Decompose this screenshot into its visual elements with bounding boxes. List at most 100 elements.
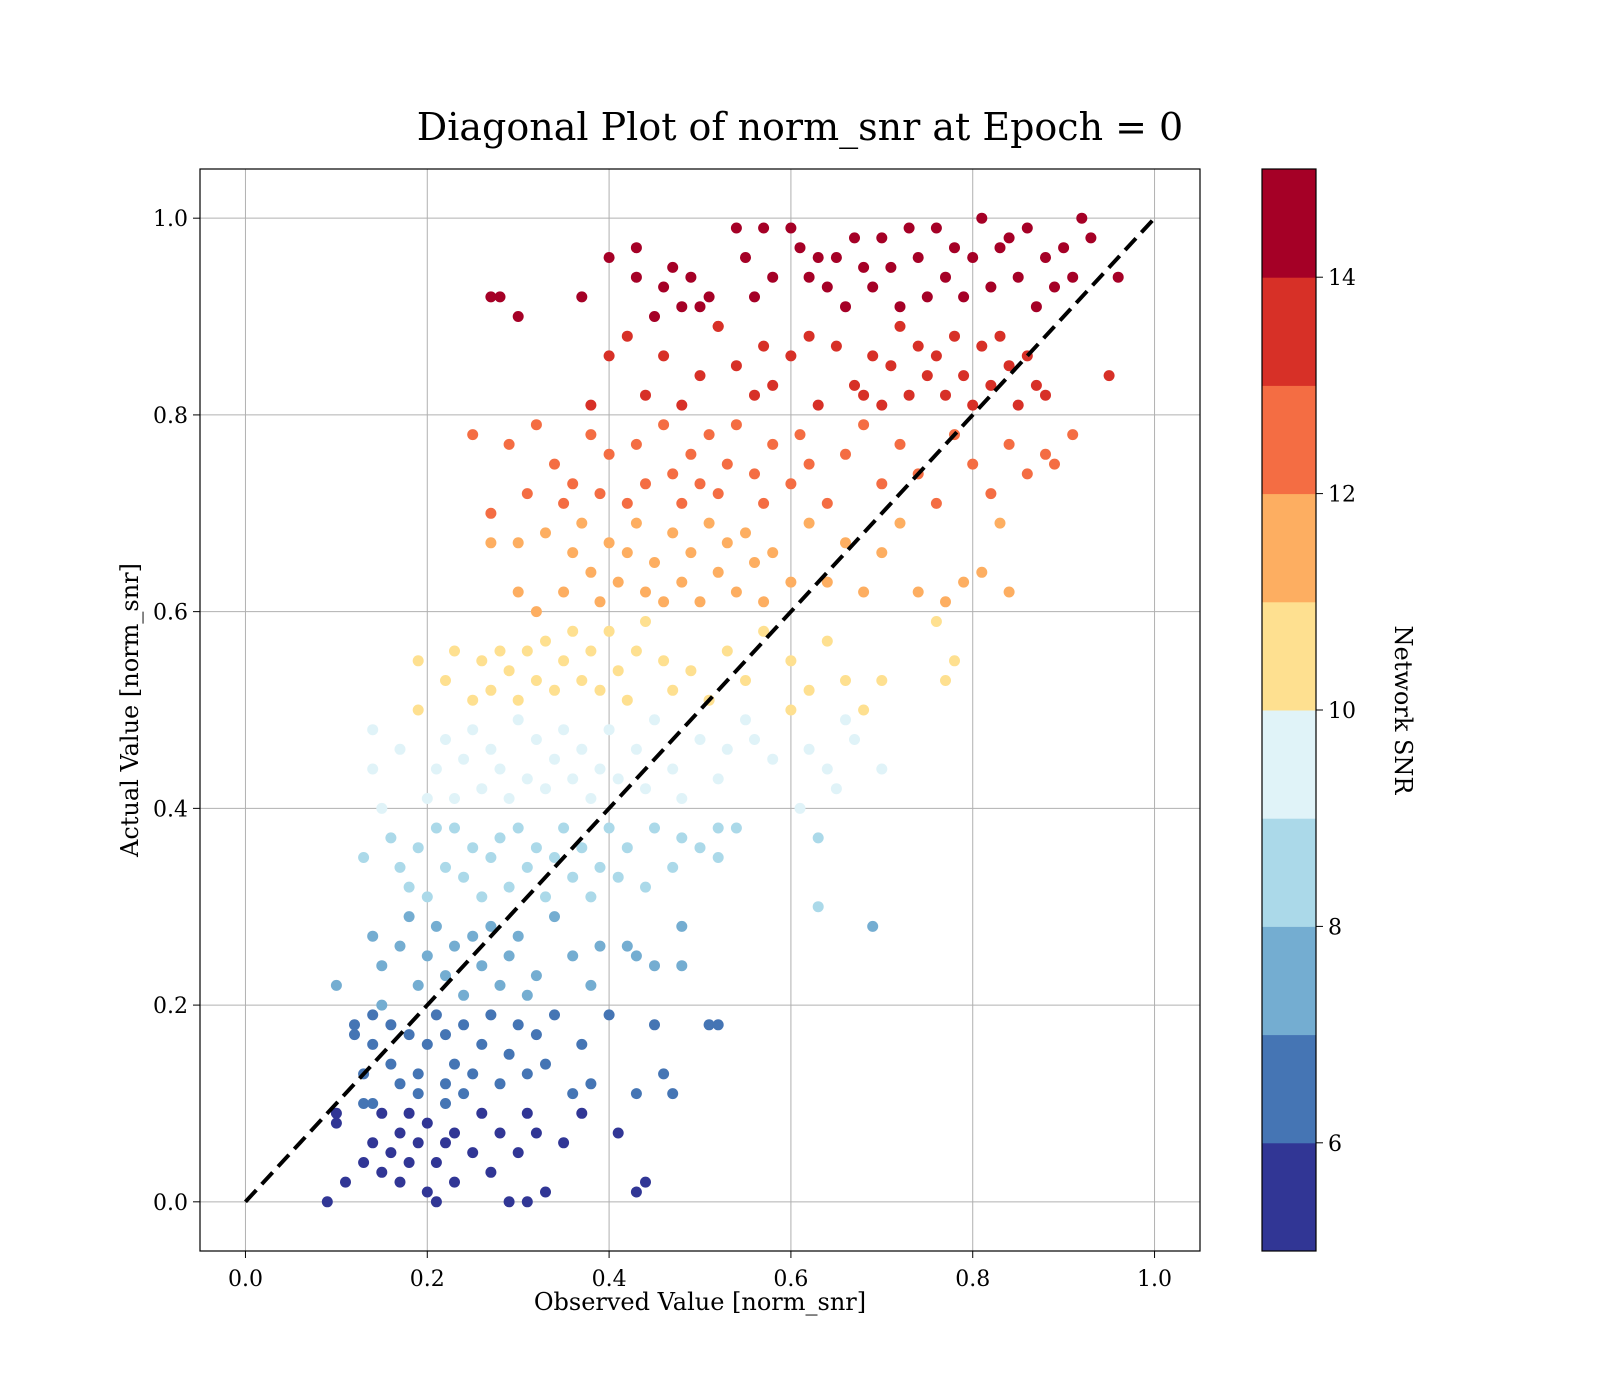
- data-point: [630, 743, 642, 755]
- data-point: [485, 852, 497, 863]
- data-point: [821, 635, 833, 647]
- data-point: [376, 802, 388, 814]
- data-point: [512, 1019, 524, 1031]
- data-point: [621, 842, 633, 854]
- data-point: [867, 350, 879, 362]
- data-point: [603, 724, 615, 736]
- data-point: [1003, 438, 1015, 450]
- data-point: [1067, 429, 1079, 441]
- data-point: [676, 960, 688, 972]
- data-point: [412, 1068, 424, 1080]
- data-point: [512, 586, 524, 598]
- data-point: [649, 960, 660, 972]
- data-point: [549, 852, 560, 863]
- data-point: [721, 743, 733, 755]
- data-point: [330, 1117, 342, 1129]
- data-point: [558, 586, 570, 598]
- data-point: [612, 576, 624, 588]
- y-tick-label: 0.8: [153, 404, 188, 429]
- data-point: [694, 842, 706, 854]
- data-point: [603, 350, 615, 362]
- data-point: [585, 645, 597, 657]
- data-point: [740, 675, 751, 686]
- data-point: [503, 881, 515, 893]
- data-point: [767, 547, 779, 559]
- data-point: [612, 665, 624, 677]
- data-point: [576, 743, 588, 755]
- data-point: [558, 724, 570, 736]
- data-point: [567, 478, 579, 490]
- data-point: [694, 370, 706, 382]
- data-point: [394, 940, 406, 952]
- data-point: [367, 930, 379, 942]
- data-point: [930, 497, 942, 509]
- data-point: [694, 478, 706, 490]
- data-point: [530, 606, 542, 618]
- data-point: [803, 684, 815, 696]
- data-point: [640, 881, 651, 893]
- data-point: [440, 1029, 451, 1041]
- data-point: [394, 743, 406, 755]
- data-point: [412, 842, 424, 854]
- data-point: [803, 330, 815, 342]
- data-point: [730, 419, 742, 431]
- data-point: [940, 596, 951, 608]
- data-point: [858, 261, 870, 273]
- data-point: [712, 822, 724, 834]
- data-point: [576, 291, 588, 303]
- data-point: [512, 714, 524, 726]
- data-point: [640, 783, 651, 795]
- data-point: [676, 832, 688, 844]
- data-point: [840, 675, 851, 686]
- data-point: [876, 399, 888, 411]
- data-point: [340, 1176, 351, 1188]
- data-point: [949, 655, 960, 667]
- data-point: [549, 458, 560, 470]
- data-point: [494, 1078, 506, 1090]
- data-point: [376, 1107, 388, 1119]
- data-point: [385, 1147, 397, 1159]
- data-point: [930, 616, 942, 627]
- y-tick-label: 0.4: [153, 797, 188, 822]
- data-point: [585, 399, 597, 411]
- y-axis-ticks: 0.0 0.2 0.4 0.6 0.8 1.0: [153, 207, 200, 1216]
- data-point: [649, 311, 660, 322]
- data-point: [612, 773, 624, 785]
- data-point: [521, 645, 533, 657]
- data-point: [749, 468, 760, 480]
- data-point: [367, 1137, 379, 1149]
- data-point: [485, 1166, 497, 1178]
- data-point: [1021, 468, 1033, 480]
- data-point: [576, 1038, 588, 1050]
- data-point: [730, 222, 742, 234]
- data-point: [530, 970, 542, 982]
- data-point: [503, 950, 515, 962]
- data-point: [685, 665, 697, 677]
- data-point: [630, 1186, 642, 1198]
- data-point: [658, 281, 670, 293]
- data-point: [1049, 458, 1060, 470]
- data-point: [512, 694, 524, 706]
- colorbar-segment: [1262, 818, 1316, 927]
- data-point: [994, 242, 1006, 254]
- data-point: [803, 517, 815, 529]
- data-point: [912, 252, 924, 263]
- data-point: [694, 596, 706, 608]
- data-point: [712, 488, 724, 500]
- x-axis-ticks: 0.0 0.2 0.4 0.6 0.8 1.0: [228, 1251, 1172, 1292]
- data-point: [449, 1176, 460, 1188]
- data-point: [1049, 281, 1060, 293]
- data-point: [540, 891, 551, 903]
- data-point: [840, 301, 851, 313]
- data-point: [740, 527, 751, 539]
- data-point: [785, 704, 797, 716]
- data-point: [530, 1029, 542, 1041]
- data-point: [594, 596, 606, 608]
- data-point: [530, 734, 542, 745]
- data-point: [512, 311, 524, 322]
- data-point: [640, 478, 651, 490]
- data-point: [549, 753, 560, 765]
- data-point: [949, 242, 960, 254]
- data-point: [485, 1009, 497, 1021]
- data-point: [667, 1088, 679, 1100]
